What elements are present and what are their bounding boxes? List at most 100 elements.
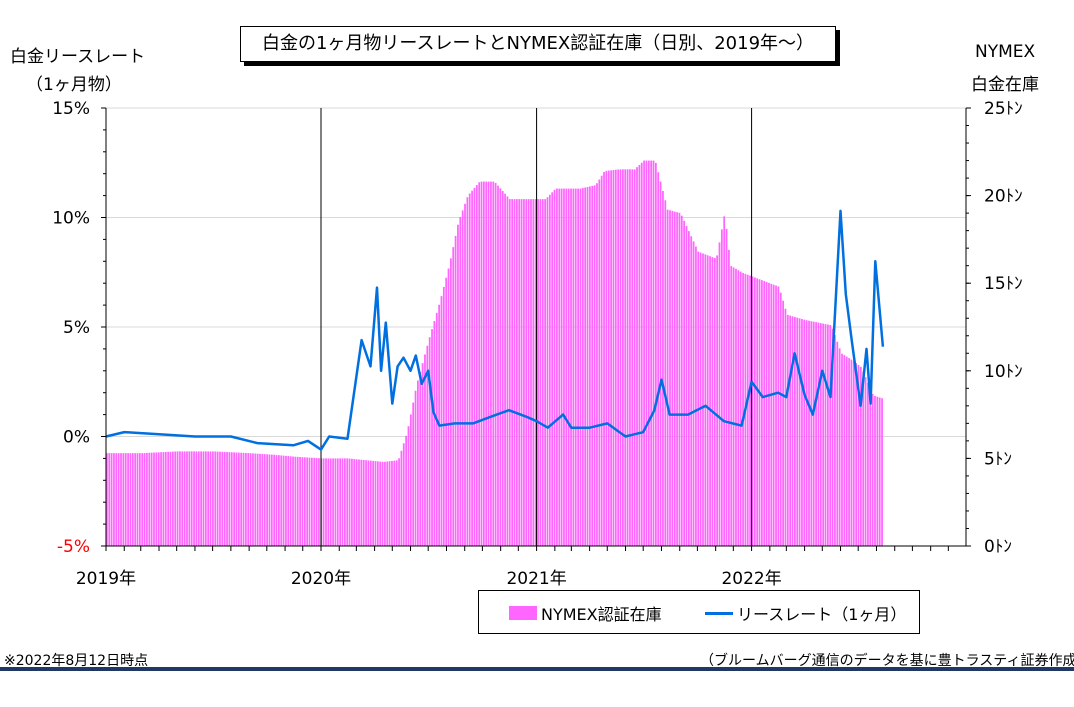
inventory-bar: [480, 181, 483, 547]
inventory-bar: [325, 458, 327, 546]
left-tick-label: 0%: [63, 428, 90, 448]
inventory-bar: [692, 241, 695, 546]
inventory-bar: [640, 162, 643, 546]
inventory-bar: [447, 268, 450, 546]
inventory-bar: [183, 451, 186, 546]
inventory-bar: [141, 453, 144, 546]
inventory-bar: [565, 188, 568, 547]
inventory-bar: [758, 279, 761, 546]
inventory-bar: [593, 185, 596, 546]
inventory-bar: [687, 231, 690, 547]
inventory-bar: [138, 453, 141, 546]
inventory-bar: [867, 382, 869, 546]
inventory-bar: [819, 323, 822, 546]
legend-item-inventory: NYMEX認証在庫: [509, 601, 662, 625]
inventory-bar: [723, 216, 726, 546]
inventory-bar: [157, 452, 160, 546]
inventory-bar: [761, 280, 763, 546]
inventory-bar: [153, 452, 155, 546]
inventory-bar: [548, 194, 551, 547]
inventory-bar: [645, 160, 648, 546]
inventory-bar: [296, 456, 299, 546]
inventory-bar: [466, 197, 469, 546]
inventory-bar: [174, 451, 177, 546]
inventory-bar: [482, 181, 485, 547]
inventory-bar: [322, 458, 325, 546]
inventory-bar: [556, 188, 558, 547]
inventory-bar: [798, 318, 801, 546]
inventory-bar: [395, 460, 398, 546]
inventory-bar: [664, 200, 667, 546]
inventory-bar: [360, 459, 363, 546]
right-tick-label: 0ﾄﾝ: [984, 537, 1012, 557]
x-tick-label: 2022年: [721, 569, 781, 589]
inventory-bar: [181, 451, 184, 546]
inventory-bar: [402, 443, 405, 546]
inventory-bar: [204, 451, 207, 546]
inventory-bar: [506, 196, 509, 546]
inventory-bar: [299, 457, 301, 546]
inventory-bar: [779, 292, 782, 546]
right-tick-label: 20ﾄﾝ: [984, 187, 1023, 207]
inventory-bar: [834, 335, 836, 546]
inventory-bar: [659, 181, 662, 547]
inventory-bar: [534, 199, 537, 546]
inventory-bar: [127, 453, 129, 546]
inventory-bar: [237, 452, 240, 546]
inventory-bar: [775, 285, 777, 546]
inventory-bar: [633, 169, 636, 546]
inventory-bar: [313, 457, 316, 546]
inventory-bar: [445, 277, 448, 546]
inventory-bar: [113, 453, 115, 546]
footer-rule: [0, 667, 1074, 671]
inventory-bar: [874, 395, 876, 546]
inventory-bar: [235, 452, 238, 546]
inventory-bar: [131, 453, 134, 546]
inventory-bar: [348, 458, 351, 546]
inventory-bar: [704, 254, 707, 546]
inventory-bar: [202, 451, 205, 546]
inventory-bar: [294, 456, 297, 546]
inventory-bar: [412, 402, 415, 546]
inventory-bar: [843, 355, 846, 546]
inventory-bar: [751, 276, 754, 546]
inventory-bar: [541, 199, 544, 546]
inventory-bar: [829, 325, 832, 546]
inventory-bar: [289, 456, 292, 546]
inventory-bar: [268, 454, 271, 546]
inventory-bar: [362, 459, 365, 546]
inventory-bar: [266, 454, 268, 546]
inventory-bar: [513, 199, 516, 546]
right-tick-label: 25ﾄﾝ: [984, 99, 1023, 119]
inventory-bar: [685, 225, 688, 546]
inventory-bar: [351, 458, 353, 546]
inventory-bar: [148, 452, 151, 546]
inventory-bar: [301, 457, 304, 546]
inventory-bar: [859, 366, 862, 546]
inventory-bar: [511, 199, 514, 546]
inventory-bar: [259, 453, 261, 546]
inventory-bar: [801, 318, 803, 546]
inventory-bar: [452, 247, 455, 546]
inventory-bar: [358, 459, 360, 546]
inventory-bar: [122, 453, 125, 546]
inventory-bar: [711, 257, 714, 546]
inventory-bar: [871, 393, 874, 546]
inventory-bar: [669, 210, 671, 546]
inventory-bar: [803, 319, 806, 546]
inventory-bar: [230, 452, 233, 546]
inventory-bar: [426, 345, 429, 546]
inventory-bar: [155, 452, 158, 546]
inventory-bar: [753, 277, 756, 546]
inventory-bar: [419, 371, 422, 546]
inventory-bar: [826, 324, 829, 546]
inventory-bar: [327, 458, 330, 546]
inventory-bar: [263, 454, 266, 546]
inventory-bar: [136, 453, 139, 546]
inventory-bar: [369, 460, 372, 546]
inventory-bar: [134, 453, 137, 546]
inventory-bar: [428, 337, 431, 546]
inventory-bar: [171, 451, 174, 546]
inventory-bar: [572, 188, 575, 547]
inventory-bar: [285, 455, 287, 546]
